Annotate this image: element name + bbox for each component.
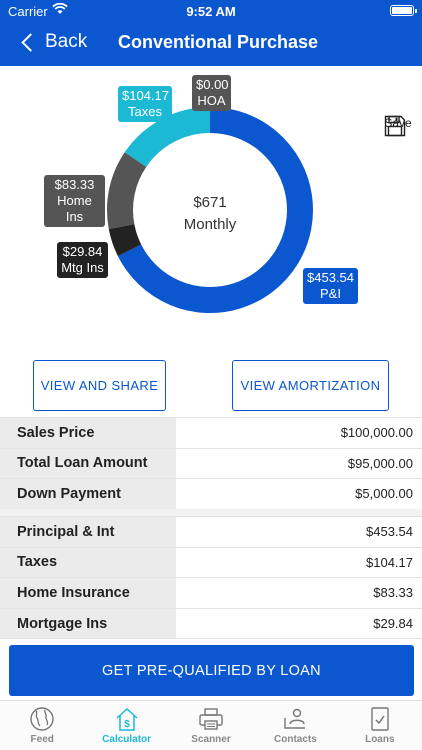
table-row: Mortgage Ins $29.84 <box>0 608 422 640</box>
nav-header: Carrier 9:52 AM Back Conventional Purcha… <box>0 0 422 66</box>
donut-slice-taxes <box>124 107 211 168</box>
tab-label: Loans <box>365 734 395 745</box>
payment-breakdown-chart: $671 Monthly $104.17 Taxes $0.00 HOA $83… <box>0 66 422 356</box>
tab-calculator[interactable]: $ Calculator <box>84 701 168 750</box>
row-value: $104.17 <box>366 554 413 570</box>
tab-feed[interactable]: Feed <box>0 701 84 750</box>
table-row: Sales Price $100,000.00 <box>0 418 422 449</box>
slice-value: $104.17 <box>122 88 169 103</box>
save-button[interactable]: Save <box>383 114 413 137</box>
slice-name: Home Ins <box>57 193 92 224</box>
row-value: $453.54 <box>366 524 413 540</box>
row-value: $29.84 <box>373 616 413 632</box>
slice-value: $29.84 <box>62 244 103 259</box>
row-label: Home Insurance <box>0 578 176 608</box>
slice-value: $0.00 <box>196 77 229 92</box>
carrier-label: Carrier <box>8 4 48 19</box>
slice-label-home-ins: $83.33 Home Ins <box>44 175 105 227</box>
row-value: $83.33 <box>373 585 413 601</box>
back-label: Back <box>45 31 88 52</box>
tab-label: Feed <box>30 734 54 745</box>
battery-icon <box>390 5 417 16</box>
clock: 9:52 AM <box>186 4 236 19</box>
donut-slice-home-ins <box>107 152 147 229</box>
row-label: Total Loan Amount <box>0 448 176 479</box>
row-label: Taxes <box>0 547 176 578</box>
tab-contacts[interactable]: Contacts <box>253 701 337 750</box>
row-value: $95,000.00 <box>347 455 413 471</box>
tab-label: Contacts <box>274 734 317 745</box>
donut-slice-mtg-ins <box>108 223 142 257</box>
table-row: Total Loan Amount $95,000.00 <box>0 448 422 480</box>
row-value: $5,000.00 <box>355 486 413 502</box>
view-amortization-button[interactable]: VIEW AMORTIZATION <box>232 360 389 411</box>
chevron-left-icon <box>21 33 40 52</box>
slice-label-hoa: $0.00 HOA <box>192 75 231 111</box>
get-prequalified-button[interactable]: GET PRE-QUALIFIED BY LOAN <box>9 645 414 696</box>
tab-loans[interactable]: Loans <box>338 701 422 750</box>
page-title: Conventional Purchase <box>118 32 319 52</box>
back-button[interactable]: Back <box>21 31 88 53</box>
payment-breakdown-table: Principal & Int $453.54 Taxes $104.17 Ho… <box>0 516 422 640</box>
slice-value: $83.33 <box>54 177 95 192</box>
slice-name: HOA <box>197 93 226 108</box>
table-row: Home Insurance $83.33 <box>0 578 422 609</box>
wifi-icon <box>52 3 68 14</box>
table-row: Principal & Int $453.54 <box>0 517 422 548</box>
printer-icon <box>199 708 223 730</box>
donut-slice-p-i <box>117 107 313 313</box>
tab-bar: Feed $ Calculator Scanner Contacts Lo <box>0 700 422 750</box>
monthly-total: $671 <box>193 194 227 211</box>
section-divider <box>0 509 422 517</box>
calculator-house-icon: $ <box>116 707 138 731</box>
row-label: Principal & Int <box>0 517 176 547</box>
row-label: Down Payment <box>0 479 176 509</box>
slice-label-mtg-ins: $29.84 Mtg Ins <box>57 242 108 278</box>
slice-value: $453.54 <box>307 270 354 285</box>
contacts-icon <box>284 708 306 729</box>
row-label: Sales Price <box>0 418 176 448</box>
row-label: Mortgage Ins <box>0 608 176 639</box>
globe-icon <box>30 707 54 731</box>
svg-text:$: $ <box>124 719 130 730</box>
document-check-icon <box>371 707 389 731</box>
row-value: $100,000.00 <box>340 425 413 441</box>
view-and-share-button[interactable]: VIEW AND SHARE <box>33 360 166 411</box>
tab-label: Calculator <box>102 734 152 745</box>
status-bar: Carrier 9:52 AM <box>0 0 422 22</box>
slice-name: P&I <box>320 286 341 301</box>
floppy-disk-icon <box>384 115 406 137</box>
tab-scanner[interactable]: Scanner <box>169 701 253 750</box>
loan-summary-table: Sales Price $100,000.00 Total Loan Amoun… <box>0 417 422 510</box>
donut-svg <box>107 107 313 313</box>
monthly-label: Monthly <box>183 216 237 233</box>
slice-name: Mtg Ins <box>61 260 104 275</box>
table-row: Down Payment $5,000.00 <box>0 479 422 510</box>
tab-label: Scanner <box>191 734 231 745</box>
slice-label-pi: $453.54 P&I <box>303 268 358 304</box>
table-row: Taxes $104.17 <box>0 547 422 579</box>
slice-label-taxes: $104.17 Taxes <box>118 86 172 122</box>
slice-name: Taxes <box>128 104 162 119</box>
